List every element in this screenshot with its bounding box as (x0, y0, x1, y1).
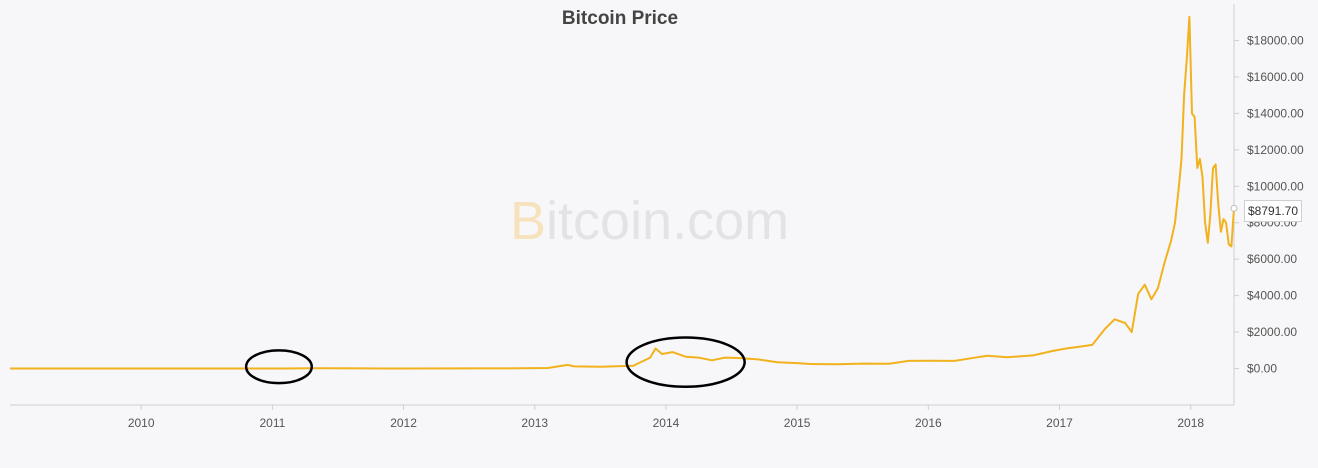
x-tick-label: 2018 (1177, 416, 1204, 430)
y-tick-label: $0.00 (1247, 362, 1277, 376)
y-tick-label: $2000.00 (1247, 325, 1297, 339)
annotation-ellipse (625, 336, 746, 389)
watermark-letter-b: B (510, 191, 547, 251)
x-tick-label: 2017 (1046, 416, 1073, 430)
x-tick-label: 2011 (259, 416, 285, 430)
annotation-ellipse (244, 349, 313, 385)
current-price-marker (1230, 204, 1238, 212)
watermark-text: itcoin.com (546, 191, 790, 251)
x-tick-label: 2010 (128, 416, 155, 430)
y-tick-label: $12000.00 (1247, 143, 1304, 157)
x-tick-label: 2013 (521, 416, 548, 430)
x-tick-label: 2014 (653, 416, 680, 430)
chart-title: Bitcoin Price (561, 8, 679, 29)
y-tick-label: $10000.00 (1247, 179, 1304, 193)
y-tick-label: $4000.00 (1247, 289, 1297, 303)
x-tick-label: 2012 (390, 416, 417, 430)
watermark-logo: Bitcoin.com (510, 190, 789, 252)
y-tick-label: $16000.00 (1247, 70, 1304, 84)
x-tick-label: 2016 (915, 416, 942, 430)
y-tick-label: $14000.00 (1247, 106, 1304, 120)
price-series-line (10, 15, 1235, 370)
current-price-callout: $8791.70 (1244, 200, 1302, 222)
x-tick-label: 2015 (784, 416, 811, 430)
y-tick-label: $18000.00 (1247, 33, 1304, 47)
y-tick-label: $6000.00 (1247, 252, 1297, 266)
